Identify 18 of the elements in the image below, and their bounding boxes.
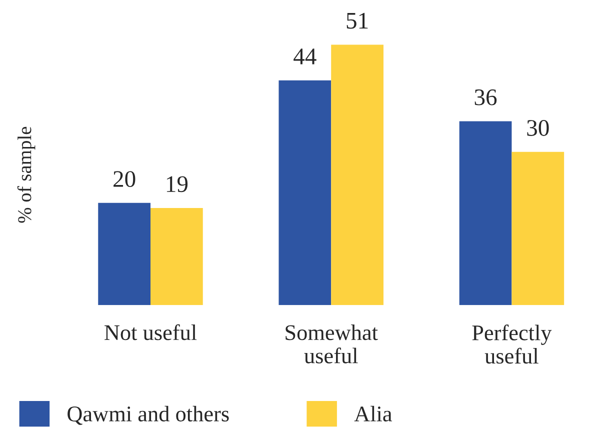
data-label: 44 — [294, 48, 316, 64]
y-axis-title: % of sample — [17, 126, 36, 223]
data-label: 36 — [474, 89, 497, 106]
bar — [278, 80, 332, 306]
bar — [150, 208, 203, 306]
bar — [98, 202, 150, 306]
bar — [331, 44, 384, 306]
data-label: 20 — [114, 171, 136, 188]
data-label: 51 — [346, 12, 368, 29]
bar — [459, 121, 512, 306]
x-tick-label: Perfectly useful — [472, 324, 552, 364]
legend-label: Alia — [354, 406, 392, 422]
x-tick-label: Not useful — [104, 324, 197, 340]
data-label: 30 — [527, 120, 549, 136]
bar — [512, 152, 564, 306]
legend-label: Qawmi and others — [68, 406, 229, 425]
x-tick-label: Somewhat useful — [286, 324, 378, 364]
data-label: 19 — [166, 176, 188, 192]
